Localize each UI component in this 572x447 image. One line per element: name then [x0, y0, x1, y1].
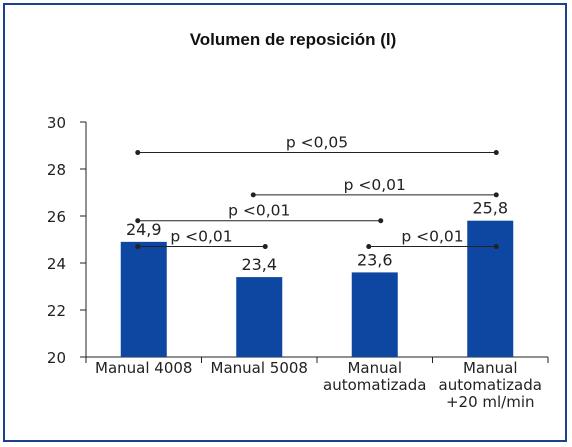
bracket-endpoint [135, 218, 141, 224]
significance-label: p <0,01 [401, 228, 463, 246]
y-tick-label: 22 [47, 302, 66, 320]
bars [120, 220, 514, 357]
bracket-endpoint [262, 244, 268, 250]
chart-title: Volumen de reposición (l) [190, 30, 397, 49]
y-tick-label: 24 [47, 255, 66, 273]
bar-value-label: 25,8 [472, 199, 508, 218]
x-category-label: Manual automatizada [323, 359, 426, 394]
bar [236, 277, 283, 357]
bar-value-label: 24,9 [126, 220, 162, 239]
significance-label: p <0,01 [344, 176, 406, 194]
x-category-label: Manual automatizada +20 ml/min [439, 359, 542, 411]
significance-label: p <0,01 [228, 202, 290, 220]
bar-value-label: 23,4 [241, 255, 277, 274]
y-tick-label: 28 [47, 161, 66, 179]
bracket-endpoint [135, 150, 141, 156]
bar [351, 272, 398, 357]
bar-value-label: 23,6 [357, 250, 393, 269]
significance-annotations: p <0,05 p <0,01 p <0,01 p <0,01 p <0,01 [135, 134, 499, 250]
significance-label: p <0,01 [170, 228, 232, 246]
value-labels: 24,9 23,4 23,6 25,8 [126, 199, 508, 274]
bracket-endpoint [366, 244, 372, 250]
bracket-endpoint [493, 244, 499, 250]
y-tick-label: 30 [47, 114, 66, 132]
y-tick-label: 26 [47, 208, 66, 226]
x-category-label: Manual 4008 [95, 359, 192, 377]
x-category-label: Manual 5008 [211, 359, 308, 377]
bar [120, 241, 167, 357]
bracket-endpoint [135, 244, 141, 250]
axes: 20 22 24 26 28 30 Manual 4008 Manual 5008 Manual… [47, 114, 549, 411]
bracket-endpoint [493, 150, 499, 156]
y-tick-label: 20 [47, 349, 66, 367]
bracket-endpoint [250, 192, 256, 198]
bracket-endpoint [493, 192, 499, 198]
bracket-endpoint [378, 218, 384, 224]
significance-label: p <0,05 [286, 134, 348, 152]
bar [467, 220, 514, 357]
